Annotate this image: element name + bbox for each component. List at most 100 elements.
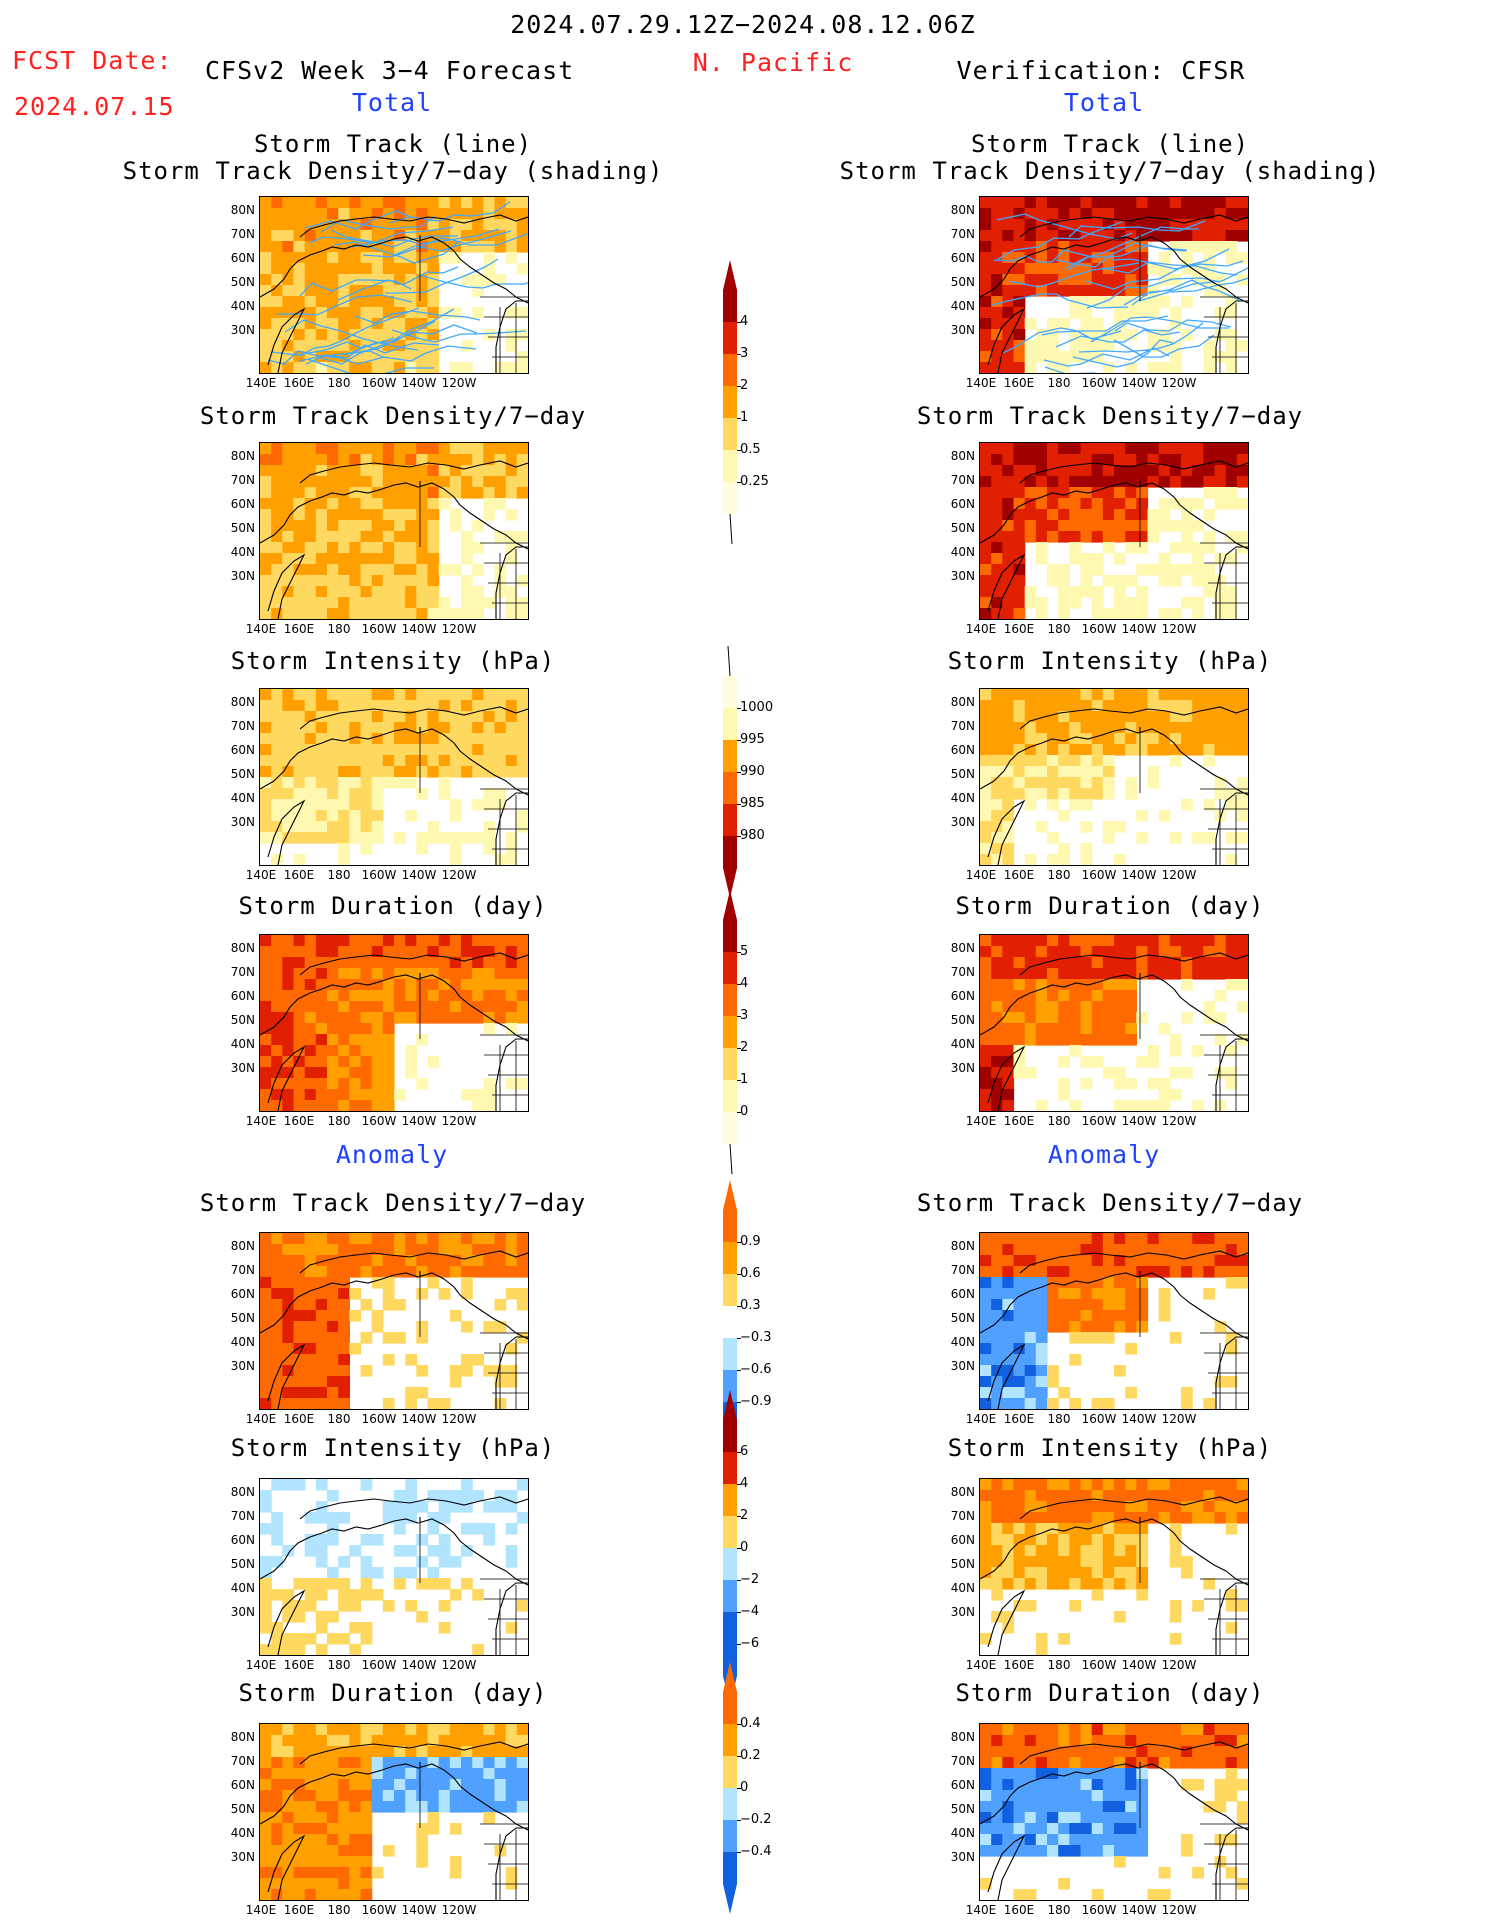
- lat-tick-label: 50N: [230, 275, 255, 289]
- lat-tick-label: 30N: [230, 815, 255, 829]
- lon-tick-label: 140W: [401, 868, 437, 882]
- lon-tick-label: 160W: [1081, 1412, 1117, 1426]
- lon-tick-label: 160W: [361, 376, 397, 390]
- lon-tick-label: 160E: [283, 1412, 315, 1426]
- lon-tick-label: 140W: [401, 376, 437, 390]
- lon-tick-label: 160W: [1081, 376, 1117, 390]
- lat-tick-label: 70N: [950, 473, 975, 487]
- lat-tick-label: 70N: [230, 719, 255, 733]
- lat-tick-label: 80N: [230, 203, 255, 217]
- lon-tick-label: 120W: [441, 1658, 477, 1672]
- colorbar-tick: [737, 1112, 741, 1113]
- colorbar-tick: [737, 482, 741, 483]
- colorbar-tick: [737, 1242, 741, 1243]
- colorbar-duration-anom: [723, 1662, 737, 1914]
- colorbar-tick: [737, 1724, 741, 1725]
- lat-tick-label: 40N: [230, 1335, 255, 1349]
- colorbar-tick: [737, 1756, 741, 1757]
- colorbar-tick-label: 0.4: [740, 1716, 761, 1731]
- lat-tick-label: 80N: [950, 1239, 975, 1253]
- colorbar-tick: [737, 1788, 741, 1789]
- lon-tick-label: 120W: [441, 1114, 477, 1128]
- lon-tick-label: 140W: [1121, 868, 1157, 882]
- lon-tick-label: 180: [327, 1903, 351, 1917]
- colorbar-tick-label: 3: [740, 346, 749, 361]
- lat-tick-label: 50N: [230, 1557, 255, 1571]
- date-range-title: 2024.07.29.12Z−2024.08.12.06Z: [510, 10, 976, 39]
- lat-tick-label: 50N: [950, 767, 975, 781]
- colorbar-tick: [737, 1016, 741, 1017]
- lat-tick-label: 80N: [230, 695, 255, 709]
- region-title: N. Pacific: [692, 48, 854, 77]
- colorbar-tick-label: 2: [740, 1040, 749, 1055]
- lon-tick-label: 120W: [1161, 868, 1197, 882]
- lon-tick-label: 120W: [441, 622, 477, 636]
- colorbar-tick: [737, 708, 741, 709]
- colorbar-tick-label: −4: [740, 1604, 760, 1619]
- colorbar-tick-label: 980: [740, 828, 765, 843]
- forecast-map-5: [259, 1232, 529, 1410]
- lon-tick-label: 120W: [1161, 1412, 1197, 1426]
- lon-tick-label: 180: [327, 1412, 351, 1426]
- lat-tick-label: 70N: [950, 1509, 975, 1523]
- lat-tick-label: 30N: [230, 1061, 255, 1075]
- colorbar-tick-label: 4: [740, 976, 749, 991]
- lat-tick-label: 70N: [230, 965, 255, 979]
- lat-tick-label: 70N: [950, 227, 975, 241]
- lon-tick-label: 160E: [283, 1903, 315, 1917]
- colorbar-tick-label: −0.6: [740, 1362, 772, 1377]
- lat-tick-label: 50N: [230, 1802, 255, 1816]
- lat-tick-label: 60N: [950, 743, 975, 757]
- lon-tick-label: 160E: [1003, 1658, 1035, 1672]
- lon-tick-label: 180: [327, 1658, 351, 1672]
- colorbar-tick-label: 0.6: [740, 1266, 761, 1281]
- lat-tick-label: 60N: [230, 251, 255, 265]
- lon-tick-label: 160W: [361, 1412, 397, 1426]
- colorbar-tick-label: 2: [740, 378, 749, 393]
- colorbar-tick: [737, 1338, 741, 1339]
- panel-title-density-anom-left: Storm Track Density/7−day: [199, 1189, 587, 1217]
- lat-tick-label: 60N: [230, 1778, 255, 1792]
- lon-tick-label: 160E: [283, 376, 315, 390]
- colorbar-tick-label: 0.25: [740, 474, 769, 489]
- lat-tick-label: 30N: [950, 1850, 975, 1864]
- lat-tick-label: 40N: [950, 299, 975, 313]
- lat-tick-label: 70N: [230, 227, 255, 241]
- lon-tick-label: 160W: [1081, 1114, 1117, 1128]
- lon-tick-label: 160E: [1003, 1903, 1035, 1917]
- colorbar-tick: [737, 354, 741, 355]
- lon-tick-label: 160E: [283, 1114, 315, 1128]
- lon-tick-label: 160E: [283, 1658, 315, 1672]
- lon-tick-label: 160W: [361, 1903, 397, 1917]
- lon-tick-label: 140E: [245, 1412, 277, 1426]
- forecast-map-7: [259, 1723, 529, 1901]
- lat-tick-label: 80N: [950, 941, 975, 955]
- lon-tick-label: 140E: [245, 1658, 277, 1672]
- lon-tick-label: 140E: [965, 376, 997, 390]
- lat-tick-label: 70N: [230, 1263, 255, 1277]
- colorbar-tick: [737, 386, 741, 387]
- colorbar-tick: [737, 1644, 741, 1645]
- lat-tick-label: 80N: [230, 941, 255, 955]
- panel-title-density-left: Storm Track Density/7−day: [199, 402, 587, 430]
- colorbar-density: [723, 260, 737, 544]
- lon-tick-label: 180: [1047, 376, 1071, 390]
- lat-tick-label: 60N: [950, 251, 975, 265]
- colorbar-tick: [737, 836, 741, 837]
- lon-tick-label: 160W: [361, 1114, 397, 1128]
- lat-tick-label: 80N: [950, 449, 975, 463]
- lon-tick-label: 140W: [1121, 1412, 1157, 1426]
- lat-tick-label: 60N: [950, 989, 975, 1003]
- forecast-map-3: [259, 688, 529, 866]
- lon-tick-label: 160W: [361, 1658, 397, 1672]
- panel-title-density-anom-right: Storm Track Density/7−day: [916, 1189, 1304, 1217]
- lon-tick-label: 180: [1047, 622, 1071, 636]
- panel-title-duration-anom-right: Storm Duration (day): [955, 1679, 1265, 1707]
- colorbar-tick: [737, 1820, 741, 1821]
- lat-tick-label: 30N: [950, 815, 975, 829]
- lat-tick-label: 60N: [230, 1287, 255, 1301]
- colorbar-tick-label: −2: [740, 1572, 760, 1587]
- colorbar-tick: [737, 1580, 741, 1581]
- lat-tick-label: 70N: [230, 1509, 255, 1523]
- lat-tick-label: 30N: [230, 1850, 255, 1864]
